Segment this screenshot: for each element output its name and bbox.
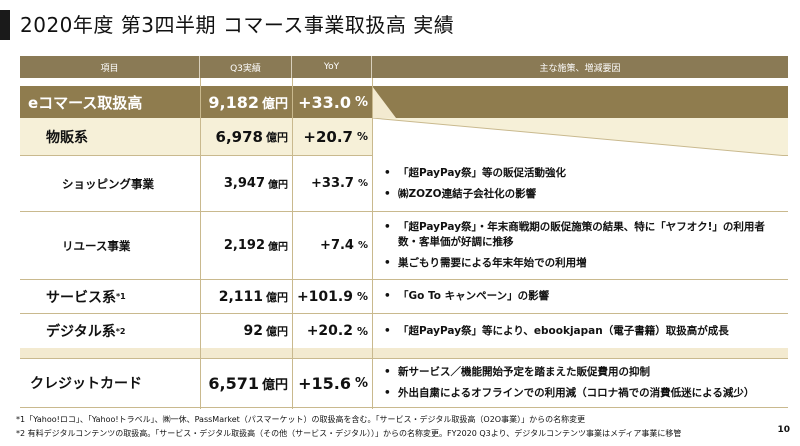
yoy-credit-pct: % (354, 375, 368, 391)
note-shopping-1: 「超PayPay祭」等の販促活動強化 (384, 166, 566, 181)
value-shopping-unit: 億円 (268, 180, 288, 191)
label-digital: デジタル系 *2 (46, 314, 196, 348)
value-ecommerce: 9,182 億円 (200, 86, 288, 118)
notes-reuse: 「超PayPay祭」・年末商戦期の販促施策の結果、特に「ヤフオク!」の利用者数・… (372, 212, 784, 279)
grid-line-3 (372, 78, 373, 409)
yoy-ecommerce: +33.0% (292, 86, 368, 118)
value-digital: 92 億円 (200, 314, 288, 348)
yoy-service: +101.9% (292, 280, 368, 313)
label-credit: クレジットカード (30, 376, 142, 392)
separator-band (20, 348, 788, 358)
value-retail: 6,978 億円 (200, 118, 288, 155)
note-credit-1: 新サービス／機能開始予定を踏まえた販促費用の抑制 (384, 365, 650, 380)
label-shopping: ショッピング事業 (62, 176, 154, 191)
label-digital-sup: *2 (115, 326, 126, 336)
yoy-digital: +20.2% (292, 314, 368, 348)
yoy-ecommerce-number: +33.0 (298, 92, 351, 112)
note-shopping-2: ㈱ZOZO連結子会社化の影響 (384, 187, 536, 202)
note-digital-1: 「超PayPay祭」等により、ebookjapan（電子書籍）取扱高が成長 (384, 324, 729, 339)
value-service-unit: 億円 (266, 290, 288, 304)
notes-service: 「Go To キャンペーン」の影響 (372, 280, 788, 313)
yoy-digital-pct: % (356, 324, 368, 338)
yoy-retail-pct: % (356, 130, 368, 143)
yoy-retail-number: +20.7 (303, 127, 353, 146)
yoy-credit: +15.6% (292, 359, 368, 407)
label-service: サービス系 *1 (46, 280, 196, 313)
value-digital-number: 92 (243, 323, 263, 339)
value-credit: 6,571 億円 (200, 359, 288, 407)
yoy-ecommerce-pct: % (354, 94, 368, 110)
title-accent-bar (0, 10, 10, 40)
value-reuse-unit: 億円 (268, 242, 288, 253)
value-shopping: 3,947 億円 (200, 156, 288, 211)
label-ecommerce: eコマース取扱高 (28, 93, 143, 112)
yoy-reuse: +7.4% (292, 212, 368, 279)
commerce-table: 項目 Q3実績 YoY 主な施策、増減要因 eコマース取扱高 9,182 億円 +… (20, 56, 788, 409)
header-item: 項目 (20, 56, 200, 78)
yoy-reuse-pct: % (357, 240, 368, 251)
header-q3: Q3実績 (200, 56, 292, 78)
yoy-credit-number: +15.6 (298, 373, 351, 393)
value-service: 2,111 億円 (200, 280, 288, 313)
row-ecommerce: eコマース取扱高 9,182 億円 +33.0% (20, 86, 788, 118)
value-credit-number: 6,571 (208, 373, 259, 393)
footnote-2: *2 有料デジタルコンテンツの取扱高。「サービス・デジタル取扱高（その他（サービ… (16, 429, 682, 438)
header-factors: 主な施策、増減要因 (372, 56, 788, 78)
value-retail-unit: 億円 (266, 130, 288, 144)
ecommerce-arrow-shape (372, 86, 396, 118)
note-service-1: 「Go To キャンペーン」の影響 (384, 289, 549, 304)
value-reuse-number: 2,192 (223, 238, 265, 253)
label-reuse: リユース事業 (62, 238, 131, 253)
value-shopping-number: 3,947 (223, 176, 265, 191)
footnote-1: *1「Yahoo!ロコ」、「Yahoo!トラベル」、㈱一休、PassMarket… (16, 415, 586, 424)
yoy-digital-number: +20.2 (306, 323, 353, 339)
retail-fan-shape (372, 118, 788, 156)
label-service-sup: *1 (116, 292, 126, 301)
label-retail: 物販系 (46, 129, 88, 146)
notes-digital: 「超PayPay祭」等により、ebookjapan（電子書籍）取扱高が成長 (372, 314, 788, 348)
value-reuse: 2,192 億円 (200, 212, 288, 279)
yoy-shopping: +33.7% (292, 156, 368, 211)
value-digital-unit: 億円 (266, 325, 288, 338)
yoy-reuse-number: +7.4 (320, 238, 354, 253)
value-ecommerce-unit: 億円 (261, 96, 288, 112)
header-yoy: YoY (292, 56, 372, 78)
yoy-retail: +20.7% (292, 118, 368, 155)
page-title: 2020年度 第3四半期 コマース事業取扱高 実績 (20, 13, 455, 37)
yoy-shopping-number: +33.7 (311, 176, 354, 191)
label-service-text: サービス系 (46, 289, 116, 306)
value-ecommerce-number: 9,182 (208, 92, 259, 112)
page-number: 10 (777, 425, 790, 435)
note-credit-2: 外出自粛によるオフラインでの利用減（コロナ禍での消費低迷による減少） (384, 386, 754, 401)
grid-line-1 (200, 78, 201, 409)
value-credit-unit: 億円 (261, 377, 288, 393)
grid-line-2 (292, 78, 293, 409)
yoy-service-pct: % (356, 290, 368, 303)
yoy-shopping-pct: % (357, 178, 368, 189)
notes-credit: 新サービス／機能開始予定を踏まえた販促費用の抑制 外出自粛によるオフラインでの利… (372, 359, 788, 407)
value-retail-number: 6,978 (215, 127, 263, 146)
row-retail: 物販系 6,978 億円 +20.7% (20, 118, 788, 156)
notes-shopping: 「超PayPay祭」等の販促活動強化 ㈱ZOZO連結子会社化の影響 (372, 156, 788, 211)
value-service-number: 2,111 (218, 288, 263, 305)
note-reuse-2: 巣ごもり需要による年末年始での利用増 (384, 256, 587, 271)
yoy-service-number: +101.9 (296, 288, 353, 305)
label-digital-text: デジタル系 (46, 324, 116, 340)
note-reuse-1: 「超PayPay祭」・年末商戦期の販促施策の結果、特に「ヤフオク!」の利用者数・… (384, 220, 784, 250)
